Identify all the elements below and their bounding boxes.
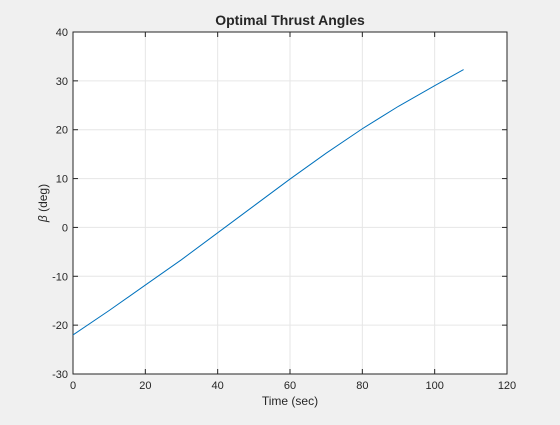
x-tick-label: 80 — [356, 380, 368, 392]
y-tick-label: 0 — [62, 222, 68, 234]
x-tick-label: 100 — [425, 380, 443, 392]
y-tick-label: -30 — [52, 369, 68, 381]
series-line-1 — [72, 69, 464, 336]
y-tick-label: 10 — [56, 174, 68, 186]
y-tick-label: 30 — [56, 76, 68, 88]
x-tick-label: 20 — [139, 380, 151, 392]
x-axis-ticks: 0 20 40 60 80 100 120 — [70, 32, 516, 392]
x-tick-label: 0 — [70, 380, 76, 392]
y-tick-label: 40 — [56, 27, 68, 39]
y-axis-label-unit: (deg) — [36, 184, 50, 215]
y-tick-label: -20 — [52, 320, 68, 332]
y-axis-ticks: -30 -20 -10 0 10 20 30 40 — [52, 27, 507, 381]
y-tick-label: 20 — [56, 125, 68, 137]
y-axis-label-symbol: β — [36, 215, 50, 223]
x-tick-label: 40 — [212, 380, 224, 392]
x-axis-label: Time (sec) — [262, 394, 318, 408]
x-tick-label: 120 — [498, 380, 516, 392]
grid-lines — [73, 32, 507, 374]
series-group — [72, 69, 464, 336]
y-tick-label: -10 — [52, 271, 68, 283]
chart-title: Optimal Thrust Angles — [215, 12, 365, 28]
y-axis-label: β (deg) — [36, 184, 50, 223]
x-tick-label: 60 — [284, 380, 296, 392]
